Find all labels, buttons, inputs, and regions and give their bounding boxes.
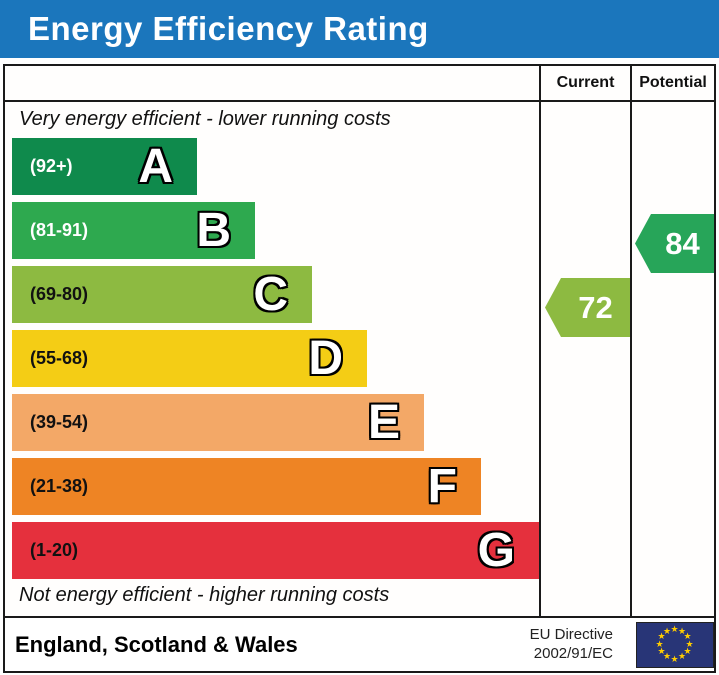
band-d-letter: D — [308, 332, 343, 385]
current-rating-value: 72 — [578, 289, 613, 325]
band-c-letter: C — [253, 268, 288, 321]
title-bar: Energy Efficiency Rating — [0, 0, 719, 58]
region-label: England, Scotland & Wales — [15, 632, 298, 657]
eu-directive-line2: 2002/91/EC — [533, 645, 613, 662]
eu-star-icon: ★ — [683, 631, 692, 641]
eu-directive-line1: EU Directive — [529, 626, 613, 643]
potential-column-header: Potential — [632, 66, 714, 100]
band-e-letter: E — [367, 396, 400, 449]
band-a: (92+) A — [12, 138, 197, 195]
eu-flag-icon: ★ ★ ★ ★ ★ ★ ★ ★ ★ ★ ★ ★ — [636, 622, 714, 668]
eu-star-icon: ★ — [678, 625, 687, 636]
eu-star-icon: ★ — [685, 638, 694, 649]
eu-star-icon: ★ — [663, 625, 672, 636]
eu-star-icon: ★ — [678, 651, 687, 662]
potential-rating-arrow: 84 — [635, 214, 714, 273]
band-c-range: (69-80) — [30, 284, 89, 304]
page-title: Energy Efficiency Rating — [28, 10, 429, 47]
eu-star-icon: ★ — [663, 651, 672, 662]
eu-star-icon: ★ — [670, 623, 679, 634]
band-c: (69-80) C — [12, 266, 312, 323]
band-d: (55-68) D — [12, 330, 367, 387]
eu-star-icon: ★ — [657, 631, 666, 641]
band-b-range: (81-91) — [30, 220, 89, 240]
bottom-note: Not energy efficient - higher running co… — [19, 584, 390, 606]
eu-star-icon: ★ — [683, 646, 692, 656]
band-f-letter: F — [427, 460, 457, 513]
eu-star-icon: ★ — [657, 646, 666, 656]
band-d-range: (55-68) — [30, 348, 89, 368]
top-note: Very energy efficient - lower running co… — [19, 108, 391, 130]
current-column-label: Current — [556, 74, 615, 91]
band-g-range: (1-20) — [30, 540, 79, 560]
table-footer: England, Scotland & Wales EU Directive 2… — [5, 616, 714, 671]
potential-rating-value: 84 — [665, 225, 700, 261]
band-e-range: (39-54) — [30, 412, 89, 432]
eu-directive-label: EU Directive 2002/91/EC — [530, 625, 613, 663]
band-e: (39-54) E — [12, 394, 424, 451]
current-column-divider — [539, 66, 541, 616]
potential-column-label: Potential — [639, 74, 707, 91]
band-b-letter: B — [196, 204, 231, 257]
band-g-letter: G — [477, 524, 515, 577]
rating-table: Current Potential Very energy efficient … — [3, 64, 716, 673]
band-f: (21-38) F — [12, 458, 481, 515]
potential-column-divider — [630, 66, 632, 616]
band-f-range: (21-38) — [30, 476, 89, 496]
band-b: (81-91) B — [12, 202, 255, 259]
eu-star-icon: ★ — [655, 638, 664, 649]
current-column-header: Current — [541, 66, 630, 100]
current-rating-arrow: 72 — [545, 278, 630, 337]
band-a-range: (92+) — [30, 156, 73, 176]
eu-star-icon: ★ — [670, 653, 679, 664]
table-header: Current Potential — [5, 66, 714, 102]
band-g: (1-20) G — [12, 522, 539, 579]
band-a-letter: A — [138, 140, 173, 193]
